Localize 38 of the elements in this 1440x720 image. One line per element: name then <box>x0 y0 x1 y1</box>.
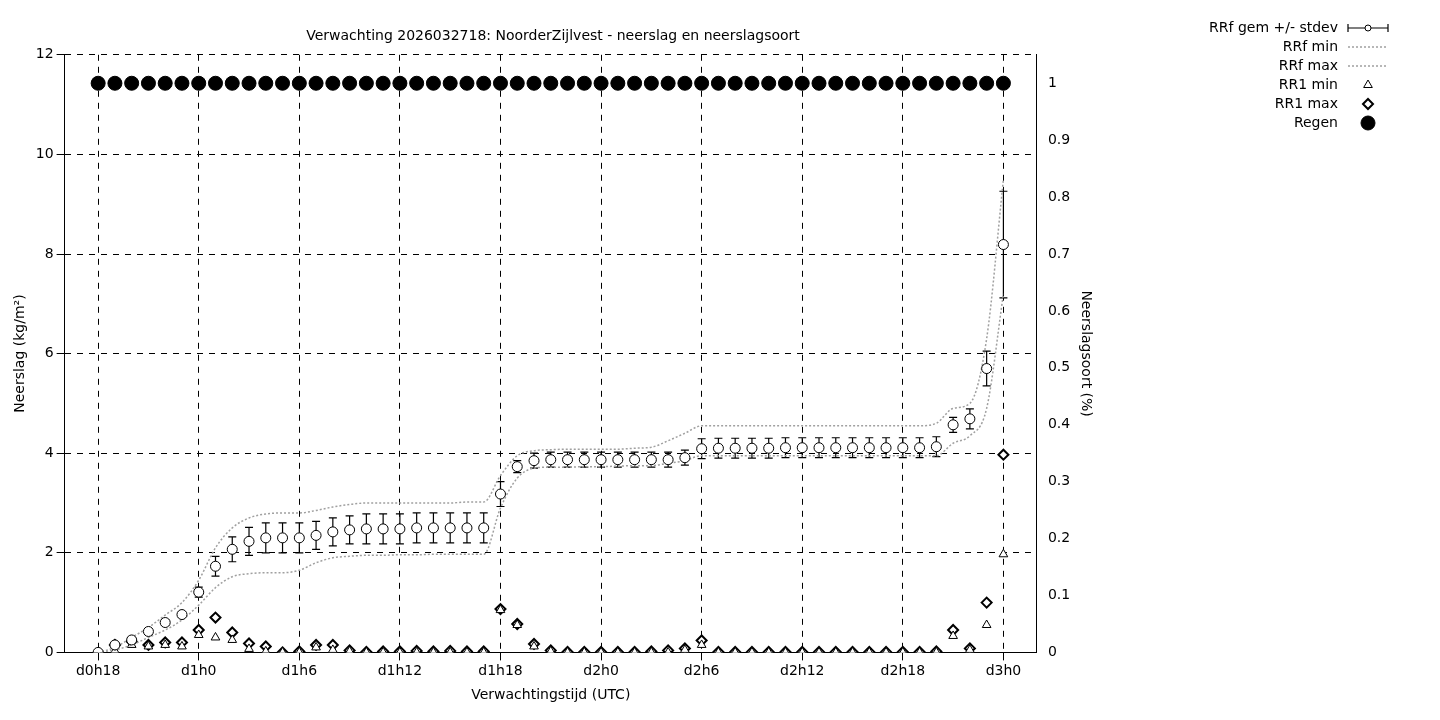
legend-label: RRf gem +/- stdev <box>1209 18 1338 35</box>
legend-label: RRf max <box>1278 56 1338 73</box>
legend-label: Regen <box>1293 113 1338 130</box>
x-tick-label: d1h6 <box>281 662 318 679</box>
y-axis-title: Neerslag (kg/m²) <box>11 294 28 413</box>
x-tick-label: d3h0 <box>985 662 1022 679</box>
x-tick-label: d1h0 <box>180 662 217 679</box>
y2-tick-label: 0.3 <box>1047 472 1071 489</box>
y2-axis-title: Neerslagsoort (%) <box>1078 290 1095 417</box>
y-tick-label: 6 <box>44 344 54 361</box>
y2-tick-label: 0.7 <box>1047 244 1071 261</box>
x-tick-label: d2h12 <box>779 662 825 679</box>
y-tick-label: 2 <box>44 543 54 560</box>
y2-tick-label: 0.1 <box>1047 586 1071 603</box>
y-tick-label: 12 <box>35 45 54 62</box>
y2-tick-label: 0.2 <box>1047 529 1071 546</box>
x-axis-title: Verwachtingstijd (UTC) <box>471 686 631 703</box>
legend-label: RR1 min <box>1278 75 1338 92</box>
y2-tick-label: 0 <box>1047 643 1057 660</box>
legend-label: RRf min <box>1282 37 1338 54</box>
x-tick-label: d2h6 <box>683 662 720 679</box>
x-tick-label: d0h18 <box>75 662 121 679</box>
y2-tick-label: 0.9 <box>1047 130 1071 147</box>
y-tick-label: 4 <box>44 443 54 460</box>
x-tick-label: d2h0 <box>583 662 619 679</box>
y2-tick-label: 1 <box>1047 73 1057 90</box>
y2-tick-label: 0.8 <box>1047 187 1071 204</box>
x-tick-label: d2h18 <box>880 662 926 679</box>
x-tick-label: d1h12 <box>377 662 423 679</box>
y2-tick-label: 0.5 <box>1047 358 1071 375</box>
y-tick-label: 8 <box>44 244 54 261</box>
y-tick-label: 0 <box>44 643 54 660</box>
legend-label: RR1 max <box>1274 94 1338 111</box>
x-tick-label: d1h18 <box>478 662 523 679</box>
y2-tick-label: 0.4 <box>1047 415 1071 432</box>
y-tick-label: 10 <box>35 145 54 162</box>
y2-tick-label: 0.6 <box>1047 301 1071 318</box>
chart-title: Verwachting 2026032718: NoorderZijlvest - neerslag en neerslagsoort <box>306 27 801 44</box>
